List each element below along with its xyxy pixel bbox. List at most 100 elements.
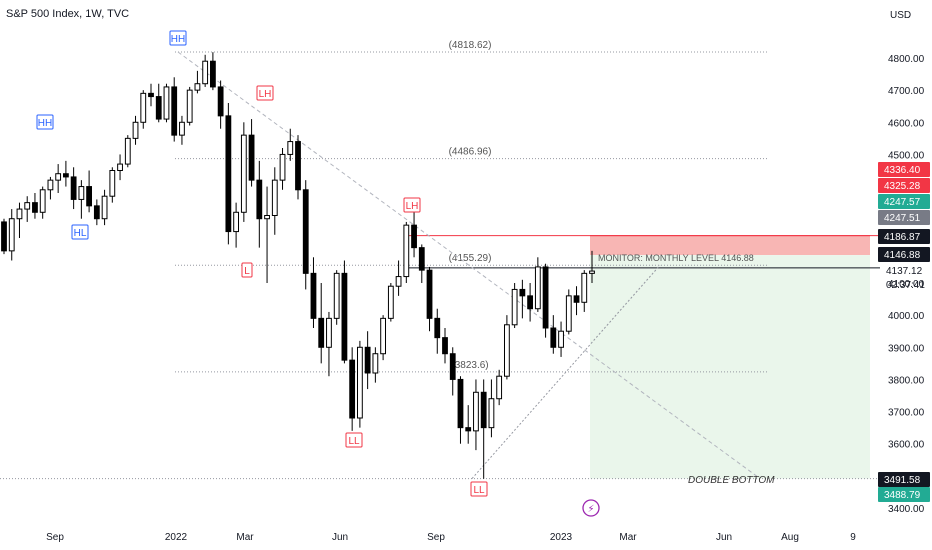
candle-body: [480, 391, 487, 429]
event-lightning-glyph: ⚡: [587, 504, 594, 515]
price-tag: [878, 210, 930, 225]
candle-body: [418, 247, 425, 271]
candle-body: [233, 211, 240, 233]
monitor-annotation: MONITOR: MONTHLY LEVEL 4146.88: [598, 253, 754, 263]
candle-body: [264, 215, 270, 220]
x-tick-label: Jun: [332, 532, 348, 543]
candle-body: [473, 391, 479, 432]
candle-body: [488, 398, 495, 429]
candle-body: [209, 60, 216, 88]
y-tick-label: 3800.00: [888, 375, 925, 386]
double-bottom-annotation: DOUBLE BOTTOM: [688, 475, 775, 486]
price-tag-label: 4146.88: [884, 250, 921, 261]
candle-body: [86, 186, 93, 207]
candle-body: [62, 173, 69, 178]
candle-body: [70, 176, 77, 200]
level-label: (4155.29): [449, 253, 492, 264]
x-tick-label: Sep: [46, 532, 64, 543]
candle-body: [225, 115, 232, 233]
candle-body: [380, 317, 387, 355]
swing-label: LH: [259, 89, 272, 100]
y-tick-label: 4000.00: [888, 311, 925, 322]
candle-body: [403, 224, 410, 278]
x-tick-label: Jun: [716, 532, 732, 543]
swing-label-box: [256, 85, 274, 101]
candle-body: [395, 276, 402, 287]
candle-body: [240, 134, 247, 213]
candle-body: [589, 270, 595, 274]
candle-body: [217, 86, 224, 117]
price-tag-label: 3491.58: [884, 475, 921, 486]
candle-body: [465, 427, 472, 432]
candle-body: [550, 327, 557, 348]
price-tag: [878, 472, 930, 487]
swing-label: LL: [348, 436, 360, 447]
candle-body: [117, 163, 123, 171]
candle-body: [558, 330, 564, 348]
x-tick-label: Mar: [619, 532, 637, 543]
candle-body: [411, 224, 417, 249]
target-zone: [590, 255, 870, 479]
candle-body: [581, 272, 588, 303]
swing-label: HH: [38, 118, 52, 129]
candle-body: [542, 266, 549, 329]
price-tag-label: 4325.28: [884, 181, 921, 192]
candle-body: [295, 141, 301, 191]
candle-body: [171, 86, 178, 136]
candle-body: [124, 137, 131, 165]
price-tag-label: 4247.57: [884, 197, 921, 208]
x-tick-label: 2023: [550, 532, 573, 543]
y-tick-label: 4500.00: [888, 150, 925, 161]
swing-label: LH: [406, 201, 419, 212]
candle-body: [140, 92, 147, 123]
candle-body: [271, 179, 278, 216]
up-trendline: [471, 264, 661, 479]
candle-body: [55, 173, 62, 181]
price-tag-label: 3488.79: [884, 490, 921, 501]
swing-label-box: [403, 197, 421, 213]
candle-body: [1, 221, 7, 252]
level-label: (4486.96): [449, 147, 492, 158]
currency-label: USD: [890, 10, 911, 21]
candle-body: [179, 121, 185, 136]
swing-label: L: [244, 266, 250, 277]
candle-body: [434, 317, 441, 339]
candle-body: [426, 269, 433, 319]
candle-body: [101, 195, 108, 220]
candle-body: [24, 202, 31, 210]
y-tick-label: 4700.00: [888, 86, 925, 97]
price-tag: [878, 194, 930, 209]
x-tick-label: Mar: [236, 532, 254, 543]
candle-body: [47, 179, 54, 191]
last-price: 4137.12: [886, 266, 923, 277]
x-tick-label: Sep: [427, 532, 445, 543]
candle-body: [318, 317, 325, 348]
swing-label-box: [169, 30, 187, 46]
candle-body: [148, 92, 154, 98]
candle-body: [256, 179, 263, 220]
candle-body: [349, 359, 356, 419]
countdown: 02:37:41: [886, 280, 925, 291]
price-tag: [878, 247, 930, 262]
candle-body: [302, 189, 309, 274]
swing-label-box: [241, 262, 253, 278]
candle-body: [202, 60, 209, 85]
candle-body: [527, 295, 534, 310]
level-label: (3823.6): [451, 360, 488, 371]
candle-body: [248, 134, 255, 181]
candle-body: [163, 86, 170, 120]
candle-body: [534, 266, 541, 310]
candle-body: [93, 205, 100, 220]
candle-body: [326, 317, 332, 348]
swing-label: HL: [74, 228, 87, 239]
chart-title: S&P 500 Index, 1W, TVC: [6, 8, 130, 20]
candle-body: [8, 218, 15, 252]
y-tick-label: 3400.00: [888, 504, 925, 515]
candle-body: [496, 375, 503, 400]
candle-body: [279, 153, 286, 181]
candle-body: [310, 272, 317, 319]
down-trendline: [177, 51, 761, 479]
price-tag-label: 4247.51: [884, 213, 921, 224]
y-tick-label: 4100.00: [888, 279, 925, 290]
